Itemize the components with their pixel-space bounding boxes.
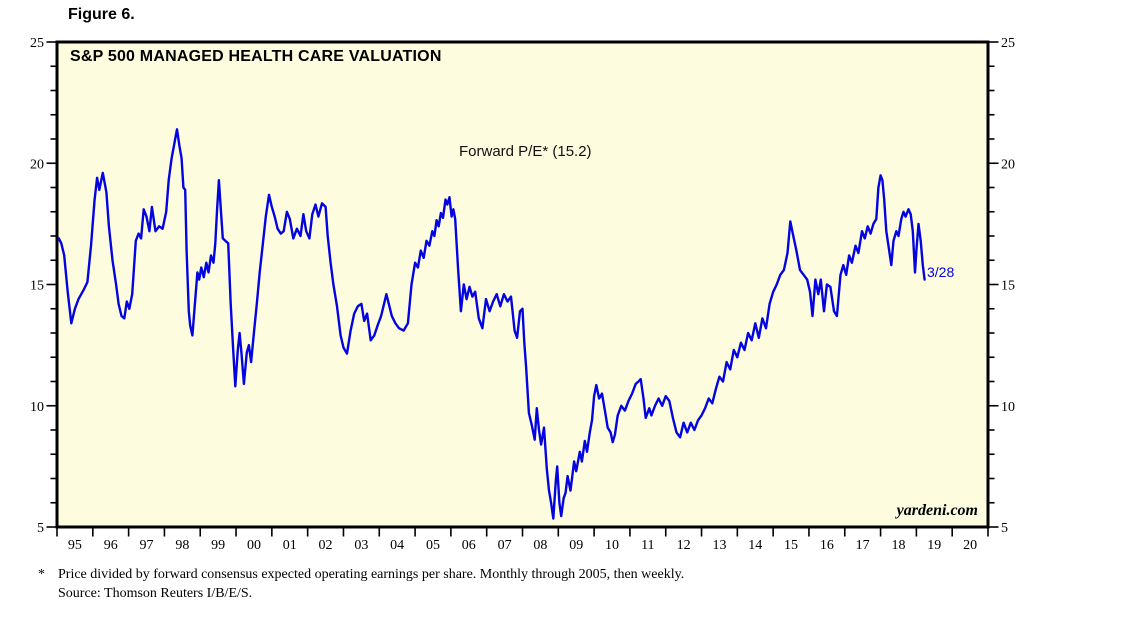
footnote: * Price divided by forward consensus exp… bbox=[38, 565, 684, 603]
x-axis-tick-label: 19 bbox=[927, 538, 941, 553]
y-axis-right-tick-label: 20 bbox=[1001, 157, 1015, 172]
x-axis-tick-label: 05 bbox=[426, 538, 440, 553]
y-axis-right-tick-label: 10 bbox=[1001, 400, 1015, 415]
x-axis-tick-label: 03 bbox=[354, 538, 368, 553]
x-axis-tick-label: 06 bbox=[462, 538, 476, 553]
x-axis-tick-label: 12 bbox=[677, 538, 691, 553]
x-axis-tick-label: 96 bbox=[104, 538, 118, 553]
x-axis-tick-label: 17 bbox=[856, 538, 870, 553]
y-axis-right-tick-label: 15 bbox=[1001, 279, 1015, 294]
x-axis-tick-label: 01 bbox=[283, 538, 297, 553]
plot-area bbox=[55, 40, 990, 529]
x-axis-tick-label: 09 bbox=[569, 538, 583, 553]
x-axis-tick-label: 11 bbox=[641, 538, 654, 553]
x-axis-tick-label: 00 bbox=[247, 538, 261, 553]
x-axis-tick-label: 10 bbox=[605, 538, 619, 553]
series-label: Forward P/E* (15.2) bbox=[459, 143, 592, 160]
x-axis-tick-label: 95 bbox=[68, 538, 82, 553]
latest-date-annotation: 3/28 bbox=[927, 264, 955, 280]
chart-title: S&P 500 MANAGED HEALTH CARE VALUATION bbox=[70, 48, 442, 65]
figure-label: Figure 6. bbox=[68, 6, 135, 23]
y-axis-left-tick-label: 5 bbox=[37, 521, 44, 536]
x-axis-tick-label: 04 bbox=[390, 538, 404, 553]
y-axis-left-tick-label: 20 bbox=[30, 157, 44, 172]
yardeni-watermark: yardeni.com bbox=[896, 502, 978, 519]
x-axis-tick-label: 98 bbox=[175, 538, 189, 553]
x-axis-tick-label: 16 bbox=[820, 538, 834, 553]
footnote-line1: Price divided by forward consensus expec… bbox=[58, 567, 685, 582]
x-axis-tick-label: 14 bbox=[748, 538, 762, 553]
x-axis-tick-label: 13 bbox=[712, 538, 726, 553]
y-axis-left-tick-label: 15 bbox=[30, 279, 44, 294]
footnote-marker: * bbox=[38, 567, 45, 582]
y-axis-left-tick-label: 10 bbox=[30, 400, 44, 415]
x-axis-tick-label: 20 bbox=[963, 538, 977, 553]
x-axis-tick-label: 97 bbox=[140, 538, 154, 553]
x-axis-tick-label: 02 bbox=[319, 538, 333, 553]
x-axis-tick-label: 07 bbox=[498, 538, 512, 553]
x-axis-tick-label: 99 bbox=[211, 538, 225, 553]
forward-pe-line bbox=[57, 128, 926, 520]
x-axis-tick-label: 18 bbox=[891, 538, 905, 553]
footnote-line2: Source: Thomson Reuters I/B/E/S. bbox=[58, 586, 253, 601]
y-axis-right-tick-label: 25 bbox=[1001, 36, 1015, 51]
y-axis-left-tick-label: 25 bbox=[30, 36, 44, 51]
x-axis-tick-label: 08 bbox=[533, 538, 547, 553]
y-axis-right-tick-label: 5 bbox=[1001, 521, 1008, 536]
x-axis-tick-label: 15 bbox=[784, 538, 798, 553]
